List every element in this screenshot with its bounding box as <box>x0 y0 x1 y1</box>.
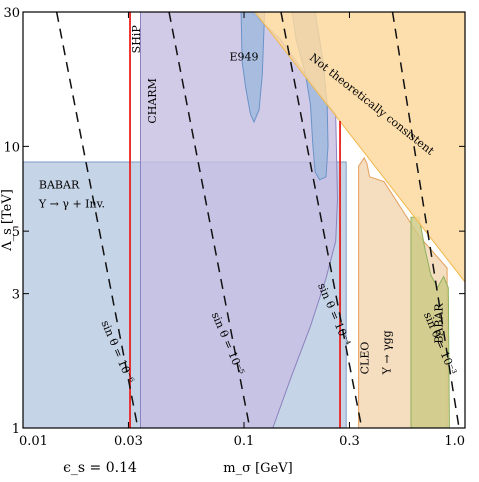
x-axis-title: m_σ [GeV] <box>223 461 292 476</box>
label-line-cleo-gg-0: CLEO <box>358 342 371 375</box>
label-cleo-gg: CLEO Υ → γgg <box>358 330 393 375</box>
label-charm: CHARM <box>146 78 159 124</box>
plot-area <box>23 12 465 428</box>
x-tick-label: 0.3 <box>339 434 360 449</box>
contour-line-1 <box>55 12 139 428</box>
ship-lines <box>129 12 341 428</box>
y-tick-label: 5 <box>12 225 20 240</box>
label-line-babar-inv-0: BABAR <box>39 178 80 191</box>
label-babar: BABAR <box>432 303 445 344</box>
y-tick-label: 30 <box>3 6 20 21</box>
label-line-babar-inv-1: Υ → γ + Inv. <box>38 197 105 210</box>
label-line-cleo-gg-1: Υ → γgg <box>380 330 393 375</box>
label-e949-low: E949 <box>229 50 258 63</box>
y-tick-label: 1 <box>12 422 20 437</box>
x-tick-label: 0.03 <box>114 434 143 449</box>
x-tick-label: 1.0 <box>444 434 465 449</box>
epsilon-annotation: ϵ_s = 0.14 <box>63 460 137 476</box>
x-tick-label: 0.01 <box>19 434 48 449</box>
x-tick-label: 0.1 <box>234 434 255 449</box>
region-not-theoretically-consistent <box>254 12 465 283</box>
y-tick-label: 3 <box>12 288 20 303</box>
label-babar-inv: BABAR Υ → γ + Inv. <box>38 178 105 210</box>
contour-line-3 <box>280 12 363 428</box>
y-tick-label: 10 <box>3 140 20 155</box>
label-ship: SHiP <box>130 25 143 54</box>
axis-ticks: 0.01 0.03 0.1 0.3 1.0 1 3 5 10 30 <box>3 6 466 449</box>
region-e949-low <box>240 12 266 124</box>
label-line-babar-0: BABAR <box>432 303 445 344</box>
label-line-charm-0: CHARM <box>146 78 159 124</box>
y-axis-title: Λ_s [TeV] <box>0 189 15 252</box>
sin-theta-contours <box>55 12 460 428</box>
contour-line-2 <box>168 12 251 428</box>
contour-line-4 <box>391 12 460 428</box>
label-line-e949-low-0: E949 <box>229 50 258 63</box>
